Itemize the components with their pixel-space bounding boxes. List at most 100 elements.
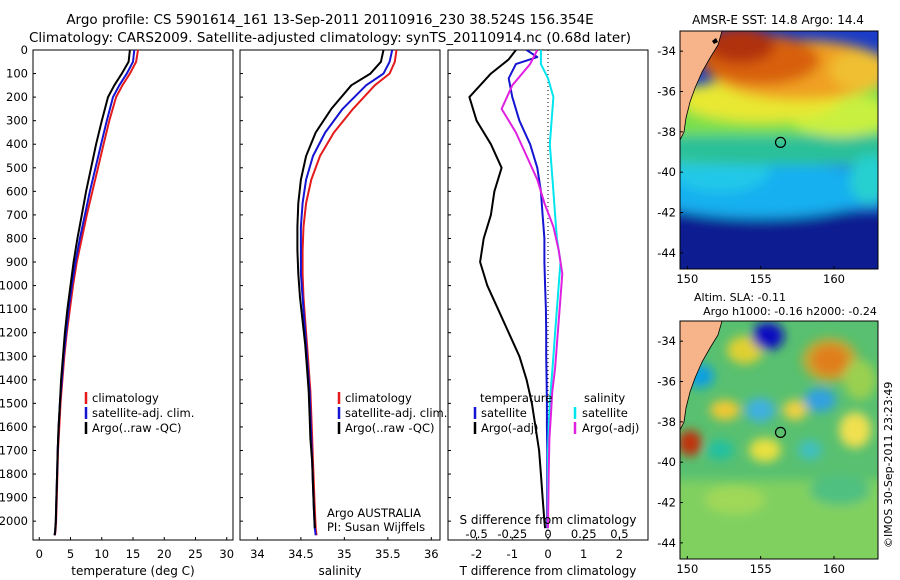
x-tick-label: 25 xyxy=(188,547,203,561)
sla-argo-position-marker xyxy=(774,426,787,438)
legend-label-climatology: climatology xyxy=(92,391,159,405)
depth-tick-label: 600 xyxy=(6,184,28,198)
series-line-satellite-adj-clim- xyxy=(53,50,136,536)
map-x-tick-label: 155 xyxy=(750,562,772,576)
x-tick-label-secondary: -0.25 xyxy=(497,527,527,541)
sla-map-frame xyxy=(679,320,879,560)
legend-label-s-satellite: satellite xyxy=(582,406,628,420)
legend-label-t-satellite: satellite xyxy=(481,406,527,420)
pi-annotation: PI: Susan Wijffels xyxy=(327,520,425,534)
map-y-tick-label: -40 xyxy=(657,455,676,469)
figure-title-line2: Climatology: CARS2009. Satellite-adjuste… xyxy=(29,30,631,46)
map-y-tick-label: -34 xyxy=(657,44,676,58)
x-tick-label-secondary: -0.5 xyxy=(465,527,487,541)
sst-map xyxy=(680,31,878,269)
depth-tick-label: 1200 xyxy=(0,326,28,340)
figure-title-line1: Argo profile: CS 5901614_161 13-Sep-2011… xyxy=(66,12,593,28)
series-line-argo-raw-qc- xyxy=(53,50,131,536)
depth-tick-label: 1000 xyxy=(0,279,28,293)
map-x-tick-label: 155 xyxy=(750,272,772,286)
depth-tick-label: 400 xyxy=(6,137,28,151)
legend-label-t-argo: Argo(-adj) xyxy=(481,421,538,435)
depth-tick-label: 100 xyxy=(6,67,28,81)
legend-label-argo: Argo(..raw -QC) xyxy=(345,421,435,435)
x-tick-label: -1 xyxy=(507,547,518,561)
depth-tick-label: 1100 xyxy=(0,302,28,316)
x-tick-label: 30 xyxy=(219,547,234,561)
legend-label-s-argo: Argo(-adj) xyxy=(582,421,639,435)
depth-tick-label: 500 xyxy=(6,161,28,175)
x-tick-label-secondary: 0.5 xyxy=(610,527,628,541)
x-tick-label: -2 xyxy=(471,547,482,561)
x-tick-label-secondary: 0 xyxy=(544,527,551,541)
x-tick-label: 0 xyxy=(544,547,551,561)
map-y-tick-label: -38 xyxy=(657,125,676,139)
temperature-panel-frame xyxy=(32,49,234,541)
map-y-tick-label: -36 xyxy=(657,85,676,99)
map-y-tick-label: -34 xyxy=(657,334,676,348)
sla-map-title-line2: Argo h1000: -0.16 h2000: -0.24 xyxy=(703,305,877,318)
legend-label-climatology: climatology xyxy=(345,391,412,405)
series-line-argo-raw-qc- xyxy=(296,50,385,529)
depth-tick-label: 1700 xyxy=(0,443,28,457)
t-difference-x-ticks: -2 -1 0 1 2 xyxy=(471,537,623,561)
salinity-panel-frame xyxy=(239,49,441,541)
x-tick-label: 1 xyxy=(580,547,587,561)
sla-map xyxy=(680,321,878,559)
x-tick-label: 36 xyxy=(424,547,439,561)
map-x-tick-label: 150 xyxy=(676,272,698,286)
sst-argo-position-marker xyxy=(774,136,787,148)
depth-tick-label: 300 xyxy=(6,114,28,128)
depth-tick-label: 1800 xyxy=(0,467,28,481)
sla-map-title-line1: Altim. SLA: -0.11 xyxy=(694,291,786,304)
difference-legend: temperature satellite Argo(-adj) salinit… xyxy=(473,391,639,435)
depth-tick-label: 800 xyxy=(6,231,28,245)
legend-label-argo: Argo(..raw -QC) xyxy=(92,421,182,435)
series-line-climatology xyxy=(53,50,139,536)
series-line-argo-adj- xyxy=(500,50,564,529)
depth-axis: 0 100 200 300 400 500 600 700 800 900 1000 1100 1200… xyxy=(0,43,451,528)
series-line-satellite xyxy=(539,50,562,529)
map-y-tick-label: -36 xyxy=(657,375,676,389)
argo-program-annotation: Argo AUSTRALIA xyxy=(327,506,421,520)
salinity-x-ticks: 34 34.5 35 35.5 36 xyxy=(250,537,439,561)
x-tick-label: 35.5 xyxy=(375,547,401,561)
depth-tick-label: 1400 xyxy=(0,373,28,387)
depth-tick-label: 200 xyxy=(6,90,28,104)
x-tick-label: 34 xyxy=(250,547,265,561)
s-difference-x-ticks: -0.5 -0.25 0 0.25 0.5 xyxy=(465,527,628,541)
map-x-tick-label: 160 xyxy=(823,562,845,576)
depth-tick-label: 0 xyxy=(21,43,28,57)
series-line-satellite-adj-clim- xyxy=(299,50,394,536)
x-tick-label: 5 xyxy=(67,547,74,561)
depth-tick-label: 1900 xyxy=(0,491,28,505)
x-tick-label: 0 xyxy=(36,547,43,561)
map-y-tick-label: -42 xyxy=(657,206,676,220)
map-x-tick-label: 150 xyxy=(676,562,698,576)
copyright-credit: ©IMOS 30-Sep-2011 23:23:49 xyxy=(882,382,895,548)
sst-map-ticks: 150 155 160 -34 -36 -38 -40 -42 -44 xyxy=(657,44,845,286)
temperature-x-ticks: 0 5 10 15 20 25 30 xyxy=(36,537,234,561)
sst-map-title: AMSR-E SST: 14.8 Argo: 14.4 xyxy=(692,13,864,27)
depth-tick-label: 1300 xyxy=(0,349,28,363)
map-y-tick-label: -40 xyxy=(657,165,676,179)
series-line-climatology xyxy=(301,50,398,536)
series-line-argo-adj- xyxy=(468,50,547,529)
depth-tick-label: 900 xyxy=(6,255,28,269)
sla-map-ticks: 150 155 160 -34 -36 -38 -40 -42 -44 xyxy=(657,334,845,576)
salinity-legend: climatology satellite-adj. clim. Argo(..… xyxy=(337,391,447,435)
legend-header-salinity: salinity xyxy=(584,391,625,405)
depth-tick-label: 1500 xyxy=(0,396,28,410)
x-tick-label: 20 xyxy=(157,547,172,561)
t-difference-x-label: T difference from climatology xyxy=(459,564,637,578)
temperature-series xyxy=(53,50,139,536)
x-tick-label: 34.5 xyxy=(288,547,314,561)
temperature-x-label: temperature (deg C) xyxy=(71,564,194,578)
salinity-x-label: salinity xyxy=(318,564,361,578)
map-y-tick-label: -44 xyxy=(657,536,676,550)
x-tick-label-secondary: 0.25 xyxy=(571,527,597,541)
depth-tick-label: 700 xyxy=(6,208,28,222)
x-tick-label: 2 xyxy=(616,547,623,561)
s-difference-x-label: S difference from climatology xyxy=(460,513,637,527)
series-line-satellite xyxy=(507,50,549,529)
